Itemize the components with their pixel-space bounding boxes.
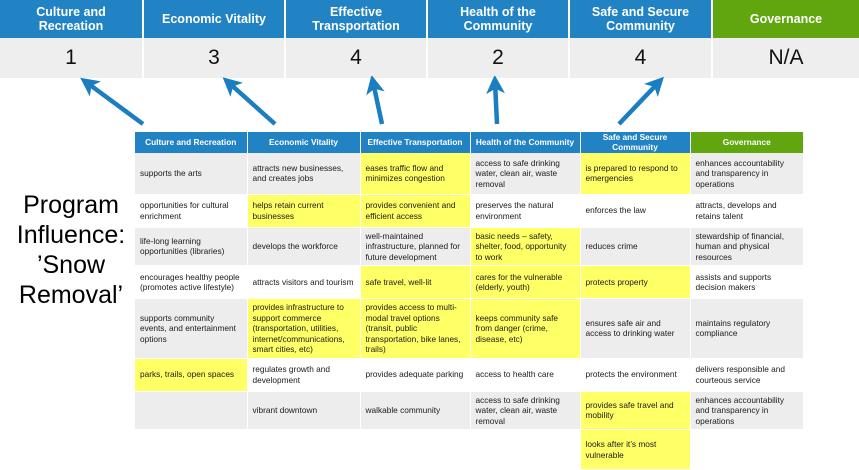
matrix-cell-r2-c2: well-maintained infrastructure, planned …	[360, 227, 471, 266]
summary-value-culture-and-recreation: 1	[0, 38, 144, 78]
table-row: encourages healthy people (promotes acti…	[135, 265, 803, 299]
summary-header-effective-transportation: Effective Transportation	[286, 0, 428, 38]
arrow-culture-and-recreation	[80, 77, 145, 126]
matrix-cell-r0-c5: enhances accountability and transparency…	[690, 153, 803, 195]
matrix-cell-r0-c3: access to safe drinking water, clean air…	[470, 153, 581, 195]
page-title-line-2: Influence:	[16, 221, 126, 249]
summary-value-health-of-the-community: 2	[428, 38, 570, 78]
summary-value-governance: N/A	[713, 38, 859, 78]
matrix-cell-r2-c0: life-long learning opportunities (librar…	[135, 227, 248, 266]
summary-header-economic-vitality: Economic Vitality	[144, 0, 286, 38]
matrix-cell-r1-c4: enforces the law	[580, 194, 691, 228]
arrow-safe-and-secure-community	[617, 76, 664, 126]
matrix-cell-r0-c1: attracts new businesses, and creates job…	[247, 153, 361, 195]
matrix-cell-r3-c3: cares for the vulnerable (elderly, youth…	[470, 265, 581, 299]
matrix-cell-r4-c3: keeps community safe from danger (crime,…	[470, 298, 581, 359]
matrix-cell-r4-c0: supports community events, and entertain…	[135, 298, 248, 359]
summary-header-governance: Governance	[713, 0, 859, 38]
arrow-economic-vitality	[222, 77, 277, 126]
matrix-header-governance: Governance	[690, 132, 803, 153]
table-row: supports community events, and entertain…	[135, 298, 803, 359]
matrix-cell-r4-c2: provides access to multi-modal travel op…	[360, 298, 471, 359]
matrix-cell-r1-c3: preserves the natural environment	[470, 194, 581, 228]
summary-header-safe-and-secure-community: Safe and Secure Community	[570, 0, 713, 38]
matrix-cell-r1-c0: opportunities for cultural enrichment	[135, 194, 248, 228]
matrix-cell-r4-c4: ensures safe air and access to drinking …	[580, 298, 691, 359]
matrix-cell-r6-c3: access to safe drinking water, clean air…	[470, 391, 581, 430]
matrix-cell-r7-c2	[360, 429, 471, 470]
summary-header-culture-and-recreation: Culture and Recreation	[0, 0, 144, 38]
summary-header-health-of-the-community: Health of the Community	[428, 0, 570, 38]
matrix-cell-r7-c3	[470, 429, 581, 470]
matrix-cell-r0-c2: eases traffic flow and minimizes congest…	[360, 153, 471, 195]
table-row: supports the arts attracts new businesses…	[135, 153, 803, 195]
matrix-cell-r3-c4: protects property	[580, 265, 691, 299]
matrix-cell-r5-c2: provides adequate parking	[360, 358, 471, 392]
table-row: vibrant downtown walkable community access…	[135, 391, 803, 430]
matrix-cell-r5-c5: delivers responsible and courteous servi…	[690, 358, 803, 392]
matrix-cell-r4-c1: provides infrastructure to support comme…	[247, 298, 361, 359]
arrow-health-of-the-community	[486, 76, 505, 125]
page-title-line-1: Program	[23, 191, 119, 219]
matrix-cell-r1-c1: helps retain current businesses	[247, 194, 361, 228]
matrix-header-safe-and-secure-community: Safe and Secure Community	[580, 132, 691, 153]
matrix-cell-r2-c1: develops the workforce	[247, 227, 361, 266]
page-title-line-3: ’Snow	[36, 251, 106, 279]
matrix-cell-r6-c5: enhances accountability and transparency…	[690, 391, 803, 430]
matrix-cell-r7-c5	[690, 429, 803, 470]
matrix-cell-r7-c0	[135, 429, 248, 470]
matrix-cell-r1-c2: provides convenient and efficient access	[360, 194, 471, 228]
page-title: Program Influence: ’Snow Removal’	[6, 190, 136, 310]
matrix-cell-r6-c0	[135, 391, 248, 430]
matrix-cell-r3-c1: attracts visitors and tourism	[247, 265, 361, 299]
matrix-cell-r7-c1	[247, 429, 361, 470]
matrix-cell-r0-c4: is prepared to respond to emergencies	[580, 153, 691, 195]
matrix-cell-r0-c0: supports the arts	[135, 153, 248, 195]
matrix-header-effective-transportation: Effective Transportation	[360, 132, 471, 153]
matrix-cell-r2-c5: stewardship of financial, human and phys…	[690, 227, 803, 266]
program-influence-matrix: Culture and Recreation Economic Vitality E…	[135, 132, 803, 470]
summary-header-row: Culture and Recreation Economic Vitality E…	[0, 0, 859, 38]
table-row: looks after it’s most vulnerable	[135, 429, 803, 470]
matrix-cell-r2-c3: basic needs – safety, shelter, food, opp…	[470, 227, 581, 266]
table-row: life-long learning opportunities (librar…	[135, 227, 803, 266]
arrow-connectors-group	[80, 76, 664, 126]
summary-scorecard-bar: Culture and Recreation Economic Vitality E…	[0, 0, 859, 78]
table-row: parks, trails, open spaces regulates grow…	[135, 358, 803, 392]
summary-value-economic-vitality: 3	[144, 38, 286, 78]
matrix-cell-r6-c1: vibrant downtown	[247, 391, 361, 430]
summary-value-effective-transportation: 4	[286, 38, 428, 78]
table-row: opportunities for cultural enrichment hel…	[135, 194, 803, 228]
matrix-header-health-of-the-community: Health of the Community	[470, 132, 581, 153]
matrix-cell-r3-c0: encourages healthy people (promotes acti…	[135, 265, 248, 299]
matrix-cell-r4-c5: maintains regulatory compliance	[690, 298, 803, 359]
page-title-line-4: Removal’	[18, 281, 124, 309]
matrix-cell-r2-c4: reduces crime	[580, 227, 691, 266]
matrix-header-economic-vitality: Economic Vitality	[247, 132, 361, 153]
matrix-cell-r5-c0: parks, trails, open spaces	[135, 358, 248, 392]
matrix-cell-r5-c1: regulates growth and development	[247, 358, 361, 392]
matrix-cell-r6-c4: provides safe travel and mobility	[580, 391, 691, 430]
matrix-cell-r5-c3: access to health care	[470, 358, 581, 392]
matrix-cell-r3-c5: assists and supports decision makers	[690, 265, 803, 299]
summary-values-row: 1 3 4 2 4 N/A	[0, 38, 859, 78]
matrix-body: supports the arts attracts new businesses…	[135, 153, 803, 470]
matrix-header-culture-and-recreation: Culture and Recreation	[135, 132, 248, 153]
matrix-cell-r1-c5: attracts, develops and retains talent	[690, 194, 803, 228]
summary-value-safe-and-secure-community: 4	[570, 38, 713, 78]
arrow-effective-transportation	[366, 76, 385, 125]
matrix-cell-r6-c2: walkable community	[360, 391, 471, 430]
matrix-cell-r3-c2: safe travel, well-lit	[360, 265, 471, 299]
matrix-cell-r7-c4: looks after it’s most vulnerable	[580, 429, 691, 470]
matrix-cell-r5-c4: protects the environment	[580, 358, 691, 392]
matrix-header-row: Culture and Recreation Economic Vitality E…	[135, 132, 803, 153]
